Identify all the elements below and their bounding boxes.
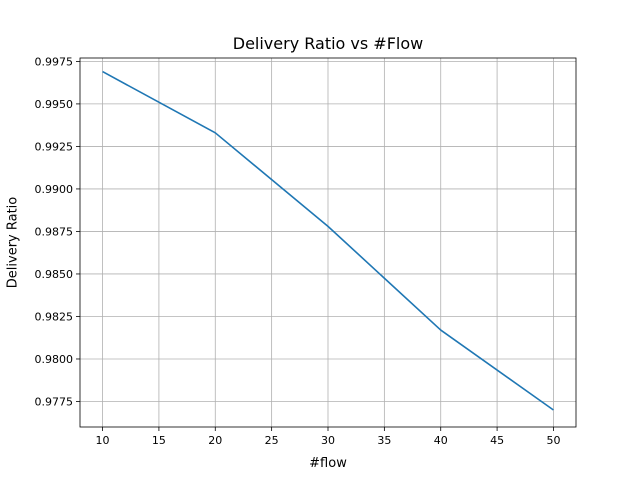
y-tick-label: 0.9925 (35, 140, 74, 153)
x-tick-label: 35 (377, 434, 391, 447)
x-tick-label: 30 (321, 434, 335, 447)
y-tick-label: 0.9850 (35, 268, 74, 281)
x-tick-label: 15 (152, 434, 166, 447)
y-tick-label: 0.9775 (35, 395, 74, 408)
series-line (102, 70, 554, 411)
x-tick-label: 10 (96, 434, 110, 447)
x-axis-label: #flow (309, 456, 347, 471)
y-tick-label: 0.9800 (35, 353, 74, 366)
x-tick-label: 40 (434, 434, 448, 447)
y-tick-label: 0.9950 (35, 98, 74, 111)
y-tick-label: 0.9975 (35, 55, 74, 68)
chart-title: Delivery Ratio vs #Flow (233, 34, 423, 53)
grid (80, 58, 576, 427)
x-tick-label: 25 (265, 434, 279, 447)
x-axis-ticks: 10 15 20 25 30 35 40 45 50 (96, 427, 560, 447)
y-axis-label: Delivery Ratio (6, 197, 21, 289)
y-tick-label: 0.9875 (35, 225, 74, 238)
x-tick-label: 45 (490, 434, 504, 447)
y-tick-label: 0.9900 (35, 183, 74, 196)
series-layer (102, 70, 554, 411)
y-tick-label: 0.9825 (35, 310, 74, 323)
x-tick-label: 50 (546, 434, 560, 447)
y-axis-ticks: 0.9775 0.9800 0.9825 0.9850 0.9875 0.9900 0.99… (35, 55, 80, 408)
x-tick-label: 20 (208, 434, 222, 447)
